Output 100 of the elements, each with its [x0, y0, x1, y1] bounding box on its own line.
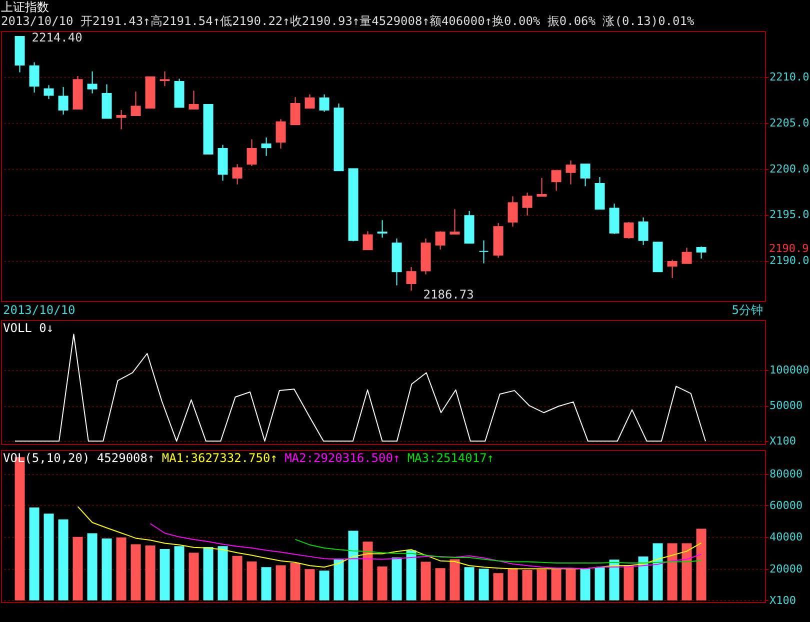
bar: [435, 568, 446, 600]
candlestick: [435, 230, 446, 250]
bar: [652, 543, 663, 600]
candlestick: [638, 216, 648, 246]
line-series: [294, 538, 702, 564]
text: 2190.9: [769, 242, 809, 256]
candlestick: [682, 247, 692, 264]
text: MA3:2514017↑: [407, 451, 494, 465]
text: MA1:3627332.750↑: [162, 451, 278, 465]
candlestick: [116, 109, 126, 130]
line-series: [14, 334, 706, 442]
candlestick: [478, 240, 489, 264]
bar: [44, 514, 54, 600]
y-tick-label: 20000: [770, 562, 803, 576]
bar: [203, 547, 214, 600]
candlestick: [551, 170, 562, 192]
candlestick: [130, 91, 141, 116]
y-tick-label: 100000: [770, 363, 810, 376]
bar: [392, 558, 402, 600]
candlestick: [246, 138, 257, 166]
bar: [246, 561, 257, 600]
y-tick-label: 2190.0: [770, 254, 810, 268]
bar: [29, 507, 40, 600]
bar: [594, 567, 605, 600]
bar: [551, 568, 562, 600]
y-tick-label: 60000: [770, 498, 803, 512]
bar: [102, 538, 112, 600]
chart-subtitle: 2013/10/10 开2191.43↑高2191.54↑低2190.22↑收2190.93↑量4529008↑额406000↑换0.00% 振0.06% 涨(0.13)0.01%: [1, 14, 695, 28]
text: MA2:2920316.500↑: [284, 451, 400, 465]
candlestick: [696, 246, 706, 260]
candlestick: [232, 164, 242, 185]
bar: [450, 559, 460, 600]
candlestick: [44, 84, 54, 100]
bar: [478, 568, 489, 600]
y-tick-label: 40000: [770, 530, 803, 544]
candlestick: [362, 230, 373, 250]
candlestick: [261, 137, 272, 156]
bar: [624, 564, 634, 600]
candlestick: [58, 86, 68, 116]
bar: [290, 563, 300, 600]
chart-title: VOL(5,10,20) 4529008↑: [3, 451, 155, 465]
bar: [276, 565, 286, 600]
y-tick-label: 80000: [770, 467, 803, 480]
bar: [160, 548, 170, 600]
bar: [696, 528, 706, 600]
candlestick: [319, 94, 330, 112]
candlestick: [566, 160, 576, 185]
y-tick-label: 2205.0: [770, 116, 810, 130]
bar: [72, 536, 83, 600]
line-series: [150, 523, 702, 570]
bar: [508, 568, 518, 600]
candlestick: [406, 266, 416, 292]
bar: [406, 550, 416, 600]
candlestick: [290, 96, 300, 126]
bar: [188, 552, 199, 600]
bar: [87, 533, 98, 600]
chart-title: VOLL 0↓: [3, 321, 54, 335]
bar: [232, 556, 242, 600]
candlestick: [276, 118, 286, 150]
candlestick: [160, 70, 170, 87]
bar: [334, 558, 344, 600]
bar: [667, 543, 678, 600]
candlestick: [508, 196, 518, 228]
bar: [348, 530, 358, 600]
candlestick: [29, 62, 40, 94]
bar: [174, 546, 184, 600]
annotation: 2214.40: [32, 30, 82, 45]
bar: [58, 519, 68, 600]
bar: [536, 569, 547, 600]
y-tick-label: 2200.0: [770, 162, 810, 176]
bar: [609, 560, 620, 600]
bar: [116, 538, 126, 600]
y-tick-label: X100: [770, 434, 796, 448]
bar: [420, 562, 431, 600]
candlestick: [624, 222, 634, 240]
candlestick: [377, 220, 388, 238]
line-series: [77, 506, 702, 570]
text: 2013/10/10: [3, 303, 76, 317]
bar: [261, 567, 272, 600]
bar: [580, 568, 590, 600]
y-tick-label: X100: [770, 594, 796, 607]
annotation: 2186.73: [423, 288, 474, 302]
bar: [145, 545, 156, 600]
bar: [362, 542, 373, 600]
bar: [566, 568, 576, 600]
candlestick: [667, 259, 678, 279]
y-tick-label: 2210.0: [770, 70, 810, 84]
candlestick: [304, 94, 315, 109]
bar: [464, 567, 474, 600]
candlestick: [87, 70, 98, 94]
candlestick: [188, 90, 199, 110]
bar: [130, 544, 141, 600]
y-tick-label: 50000: [770, 399, 803, 412]
candlestick: [536, 177, 547, 197]
bar: [638, 556, 648, 600]
bar: [377, 566, 388, 600]
candlestick: [450, 208, 460, 234]
bar: [682, 543, 692, 600]
bar: [218, 546, 228, 600]
y-tick-label: 2195.0: [770, 208, 810, 222]
